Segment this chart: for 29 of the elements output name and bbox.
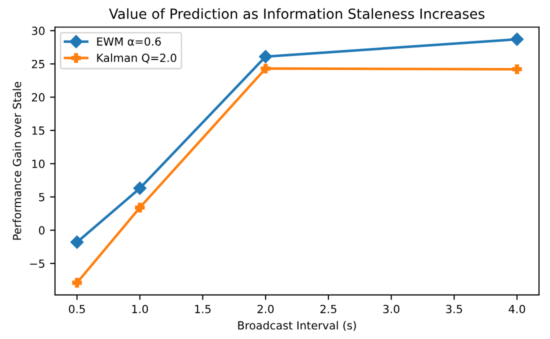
- y-tick-label: 20: [32, 93, 45, 102]
- y-tick-label: 30: [32, 26, 45, 36]
- legend-label: EWM α=0.6: [97, 37, 161, 46]
- x-tick-label: 0.5: [68, 304, 85, 314]
- y-axis-title: Performance Gain over Stale: [12, 82, 22, 240]
- y-tick-label: 0: [38, 226, 45, 235]
- chart-title: Value of Prediction as Information Staleness Increases: [109, 8, 484, 19]
- point: [133, 182, 146, 195]
- y-tick-label: −5: [30, 260, 44, 268]
- y-tick-label: 25: [32, 60, 44, 68]
- point: [72, 278, 82, 288]
- point: [512, 64, 522, 74]
- x-tick-label: 3.5: [446, 304, 462, 314]
- y-tick-label: 10: [32, 160, 45, 168]
- x-axis-title: Broadcast Interval (s): [238, 320, 356, 331]
- x-tick-label: 2.5: [320, 304, 336, 314]
- x-tick-label: 2.0: [258, 304, 274, 314]
- point: [70, 236, 84, 249]
- x-tick-label: 1.0: [132, 304, 148, 314]
- point: [258, 50, 272, 64]
- x-tick-label: 4.0: [508, 304, 526, 314]
- y-tick-label: 5: [39, 193, 44, 202]
- point: [510, 32, 524, 46]
- y-tick-label: 15: [32, 126, 44, 135]
- x-tick-label: 3.0: [383, 304, 400, 314]
- legend-label: Kalman Q=2.0: [97, 53, 176, 64]
- point: [260, 64, 270, 74]
- point: [134, 202, 145, 212]
- x-tick-label: 1.5: [195, 304, 211, 314]
